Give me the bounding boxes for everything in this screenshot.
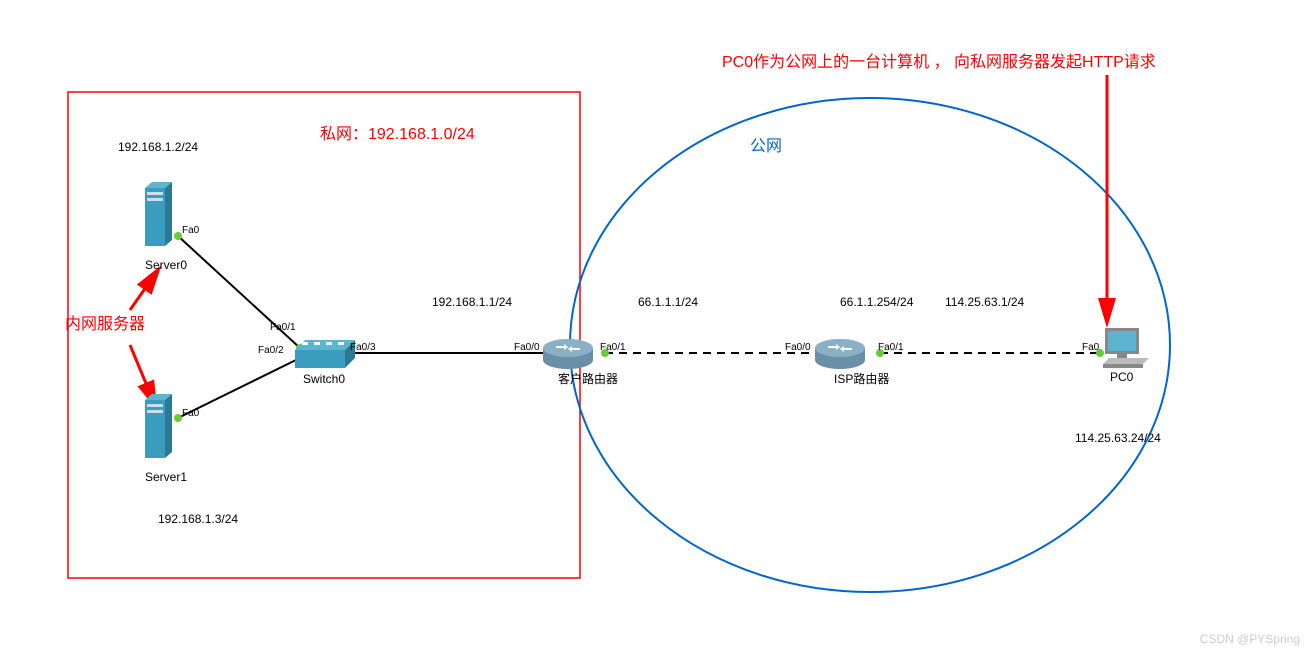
switch-icon [295,340,355,368]
arrow-to-server0 [130,270,158,310]
port-label: Fa0/3 [350,342,376,353]
router-isp-ip-left: 66.1.1.254/24 [840,295,913,309]
server0-label: Server0 [145,258,187,272]
server1-label: Server1 [145,470,187,484]
port-label: Fa0/1 [878,342,904,353]
port-label: Fa0/1 [270,322,296,333]
router-icon [543,339,593,369]
diagram-svg [0,0,1310,651]
port-label: Fa0 [182,225,199,236]
router-isp-label: ISP路由器 [834,370,889,387]
server0-ip: 192.168.1.2/24 [118,140,198,154]
port-label: Fa0/1 [600,342,626,353]
top-annotation: PC0作为公网上的一台计算机 ， 向私网服务器发起HTTP请求 [722,48,1156,72]
router-customer-ip-left: 192.168.1.1/24 [432,295,512,309]
pc-icon [1103,328,1149,368]
router-customer-label: 客户路由器 [558,370,618,387]
links [178,236,1100,418]
router-icon [815,339,865,369]
watermark: CSDN @PYSpring [1200,632,1300,646]
switch0-label: Switch0 [303,372,345,386]
public-network-title: 公网 [750,132,782,156]
private-network-title: 私网：192.168.1.0/24 [320,120,475,144]
server-icon [145,182,172,246]
port-label: Fa0/0 [785,342,811,353]
internal-server-label: 内网服务器 [65,310,145,334]
server1-ip: 192.168.1.3/24 [158,512,238,526]
port-label: Fa0 [1082,342,1099,353]
server-icon [145,394,172,458]
pc0-label: PC0 [1110,370,1133,384]
router-customer-ip-right: 66.1.1.1/24 [638,295,698,309]
private-network-box [68,92,580,578]
diagram-canvas: 私网：192.168.1.0/24 公网 PC0作为公网上的一台计算机 ， 向私… [0,0,1310,651]
router-isp-ip-right: 114.25.63.1/24 [945,295,1024,309]
port-label: Fa0 [182,408,199,419]
public-network-ellipse [570,98,1170,592]
pc0-ip: 114.25.63.24/24 [1075,431,1161,445]
port-label: Fa0/0 [514,342,540,353]
link-dots [174,232,1104,422]
port-label: Fa0/2 [258,345,284,356]
devices [145,182,1149,458]
